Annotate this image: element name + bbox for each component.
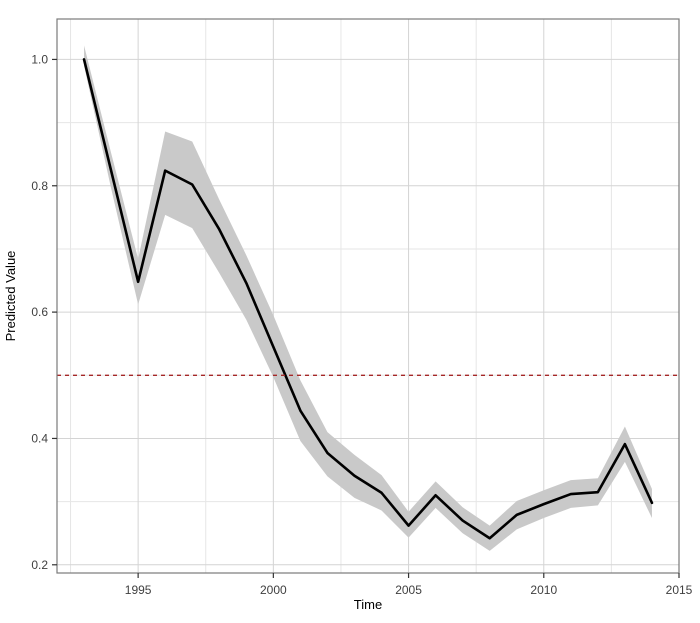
x-axis-tick-label: 2015 [666,583,693,597]
axis-ticks [52,58,680,578]
x-axis-tick-label: 2010 [530,583,557,597]
x-axis-tick-label: 2005 [395,583,422,597]
y-axis-tick-label: 0.6 [31,305,48,319]
y-axis-title: Predicted Value [3,251,18,342]
axis-tick-labels: 1995 2000 2005 2010 2015 0.2 0.4 0.6 0.8 1.0 [31,52,692,597]
y-axis-tick-label: 0.2 [31,558,48,572]
confidence-ribbon [84,45,652,551]
prediction-line [82,58,654,540]
confidence-band [84,45,652,551]
y-axis-tick-label: 0.4 [31,431,48,445]
y-axis-tick-label: 0.8 [31,179,48,193]
x-axis-title: Time [354,597,382,612]
panel-border-rect [56,18,680,574]
y-axis-tick-label: 1.0 [31,52,48,66]
predicted-value-line [82,58,654,540]
x-axis-tick-label: 1995 [125,583,152,597]
x-axis-tick-label: 2000 [260,583,287,597]
panel-border [56,18,680,574]
